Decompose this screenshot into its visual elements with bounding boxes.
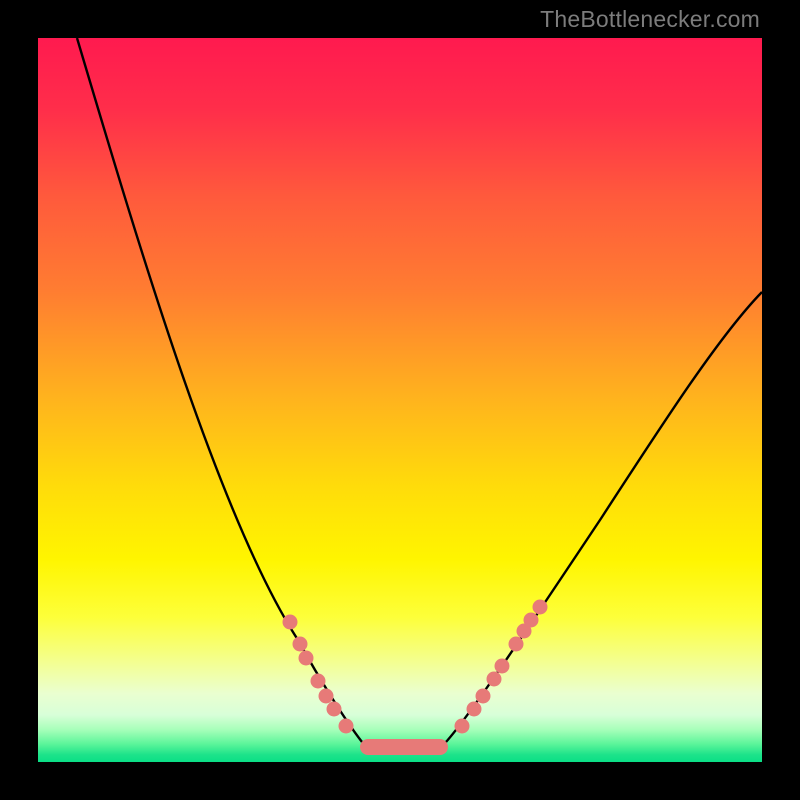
left-marker-0 bbox=[283, 615, 298, 630]
left-marker-4 bbox=[319, 689, 334, 704]
right-marker-5 bbox=[509, 637, 524, 652]
right-marker-2 bbox=[476, 689, 491, 704]
right-marker-3 bbox=[487, 672, 502, 687]
plateau-marker bbox=[360, 739, 448, 755]
right-marker-4 bbox=[495, 659, 510, 674]
right-marker-0 bbox=[455, 719, 470, 734]
gradient-background bbox=[38, 38, 762, 762]
left-marker-3 bbox=[311, 674, 326, 689]
right-marker-1 bbox=[467, 702, 482, 717]
chart-overlay bbox=[0, 0, 800, 800]
left-marker-1 bbox=[293, 637, 308, 652]
left-marker-6 bbox=[339, 719, 354, 734]
right-marker-8 bbox=[533, 600, 548, 615]
left-marker-5 bbox=[327, 702, 342, 717]
right-marker-7 bbox=[524, 613, 539, 628]
left-marker-2 bbox=[299, 651, 314, 666]
